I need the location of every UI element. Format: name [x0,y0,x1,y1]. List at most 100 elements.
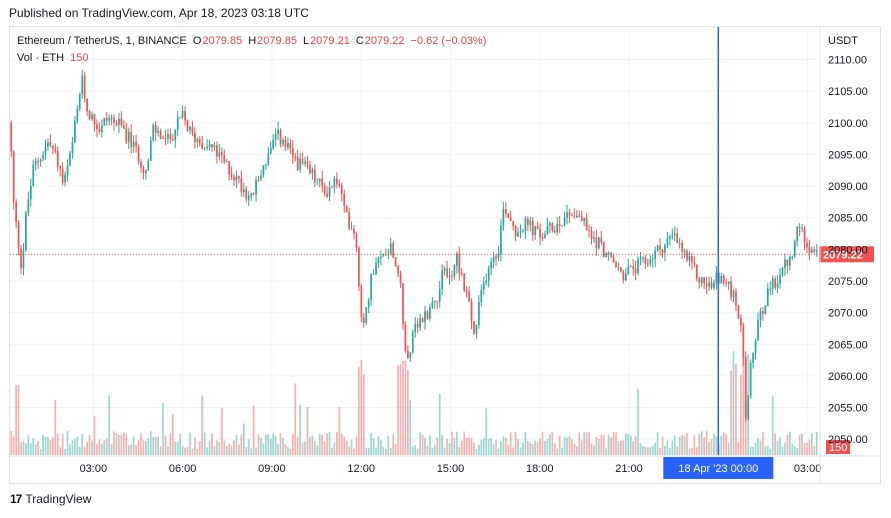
volume-bar [463,431,466,455]
last-volume-tag [826,440,850,454]
volume-bar [536,441,539,455]
volume-bar [64,448,66,455]
volume-bar [54,399,57,455]
candle-body [526,218,529,226]
volume-bar [198,441,201,455]
candle-body [245,189,248,200]
volume-bar [759,440,762,455]
volume-bar [593,445,595,455]
volume-bar [370,432,373,455]
volume-bar [149,431,152,455]
candle-body [350,228,353,230]
volume-bar [524,432,527,455]
chart-frame[interactable] [9,26,881,484]
candle-body [355,233,358,248]
volume-bar [502,436,505,455]
crosshair-date-tag [663,457,774,479]
volume-bar [485,408,488,455]
candle-body [336,178,338,184]
volume-bar [563,436,566,455]
volume-bar [595,436,598,455]
candle-body [49,142,52,146]
volume-bar [615,432,617,455]
candle-body [392,243,395,258]
volume-bar [184,447,186,455]
volume-bar [115,432,118,455]
candle-body [171,139,174,141]
candle-body [29,185,32,200]
candle-body [691,255,693,263]
volume-bar [20,442,22,455]
volume-bar [174,441,177,455]
candle-body [382,254,385,257]
candle-body [808,247,811,253]
volume-bar [781,446,784,455]
candle-body [411,332,414,353]
candle-body [130,131,133,148]
candle-body [345,205,348,213]
volume-bar [59,447,62,455]
candle-body [468,291,470,302]
candle-body [299,158,302,170]
y-tick-label: 2065.00 [828,339,868,351]
candle-body [328,187,331,197]
candle-body [634,268,637,274]
candle-body [735,290,737,306]
volume-bar [277,443,279,455]
candle-body [296,157,299,170]
candle-body [678,242,681,244]
volume-bar [732,351,735,455]
volume-bar [34,444,37,455]
candle-body [51,145,54,149]
currency-label: USDT [828,35,858,47]
candle-body [497,253,500,259]
candle-body [181,110,184,118]
volume-bar [152,436,155,455]
high-label: H [248,35,257,47]
volume-bar [196,448,199,455]
candle-body [59,165,62,169]
change-value: −0.62 (−0.03%) [410,35,487,47]
volume-bar [189,432,191,455]
candle-body [573,215,576,218]
volume-bar [135,444,137,455]
volume-bar [693,435,696,455]
volume-bar [673,435,676,455]
candle-body [194,132,196,143]
candle-body [686,251,688,261]
ohlc-legend: Ethereum / TetherUS, 1, BINANCE O2079.85… [17,35,492,47]
volume-bar [691,447,693,455]
candle-body [203,148,206,150]
candle-body [673,233,676,236]
volume-bar [382,447,385,455]
tradingview-footer[interactable]: 17 TradingView [10,492,91,506]
volume-bar [737,441,740,455]
candle-body [370,274,373,301]
candle-body [622,271,625,281]
volume-bar [262,443,265,455]
candle-body [784,259,786,268]
candle-body [700,277,703,283]
candle-body [612,257,615,263]
volume-bar [269,438,272,455]
candle-body [389,243,392,254]
volume-bar [798,434,801,455]
candle-body [798,226,801,229]
volume-bar [659,447,661,455]
candle-body [624,273,627,281]
candle-body [524,218,527,231]
candle-body [358,247,360,287]
candle-body [113,117,115,123]
volume-bar [620,440,622,455]
candle-body [713,282,715,288]
volume-bar [644,447,647,455]
tradingview-brand: TradingView [25,492,92,506]
volume-bar [213,446,216,455]
volume-bar [421,435,424,455]
volume-bar [338,407,341,455]
volume-bar [451,431,453,455]
candle-body [500,226,502,254]
candle-body [424,311,426,323]
candle-body [595,237,598,249]
